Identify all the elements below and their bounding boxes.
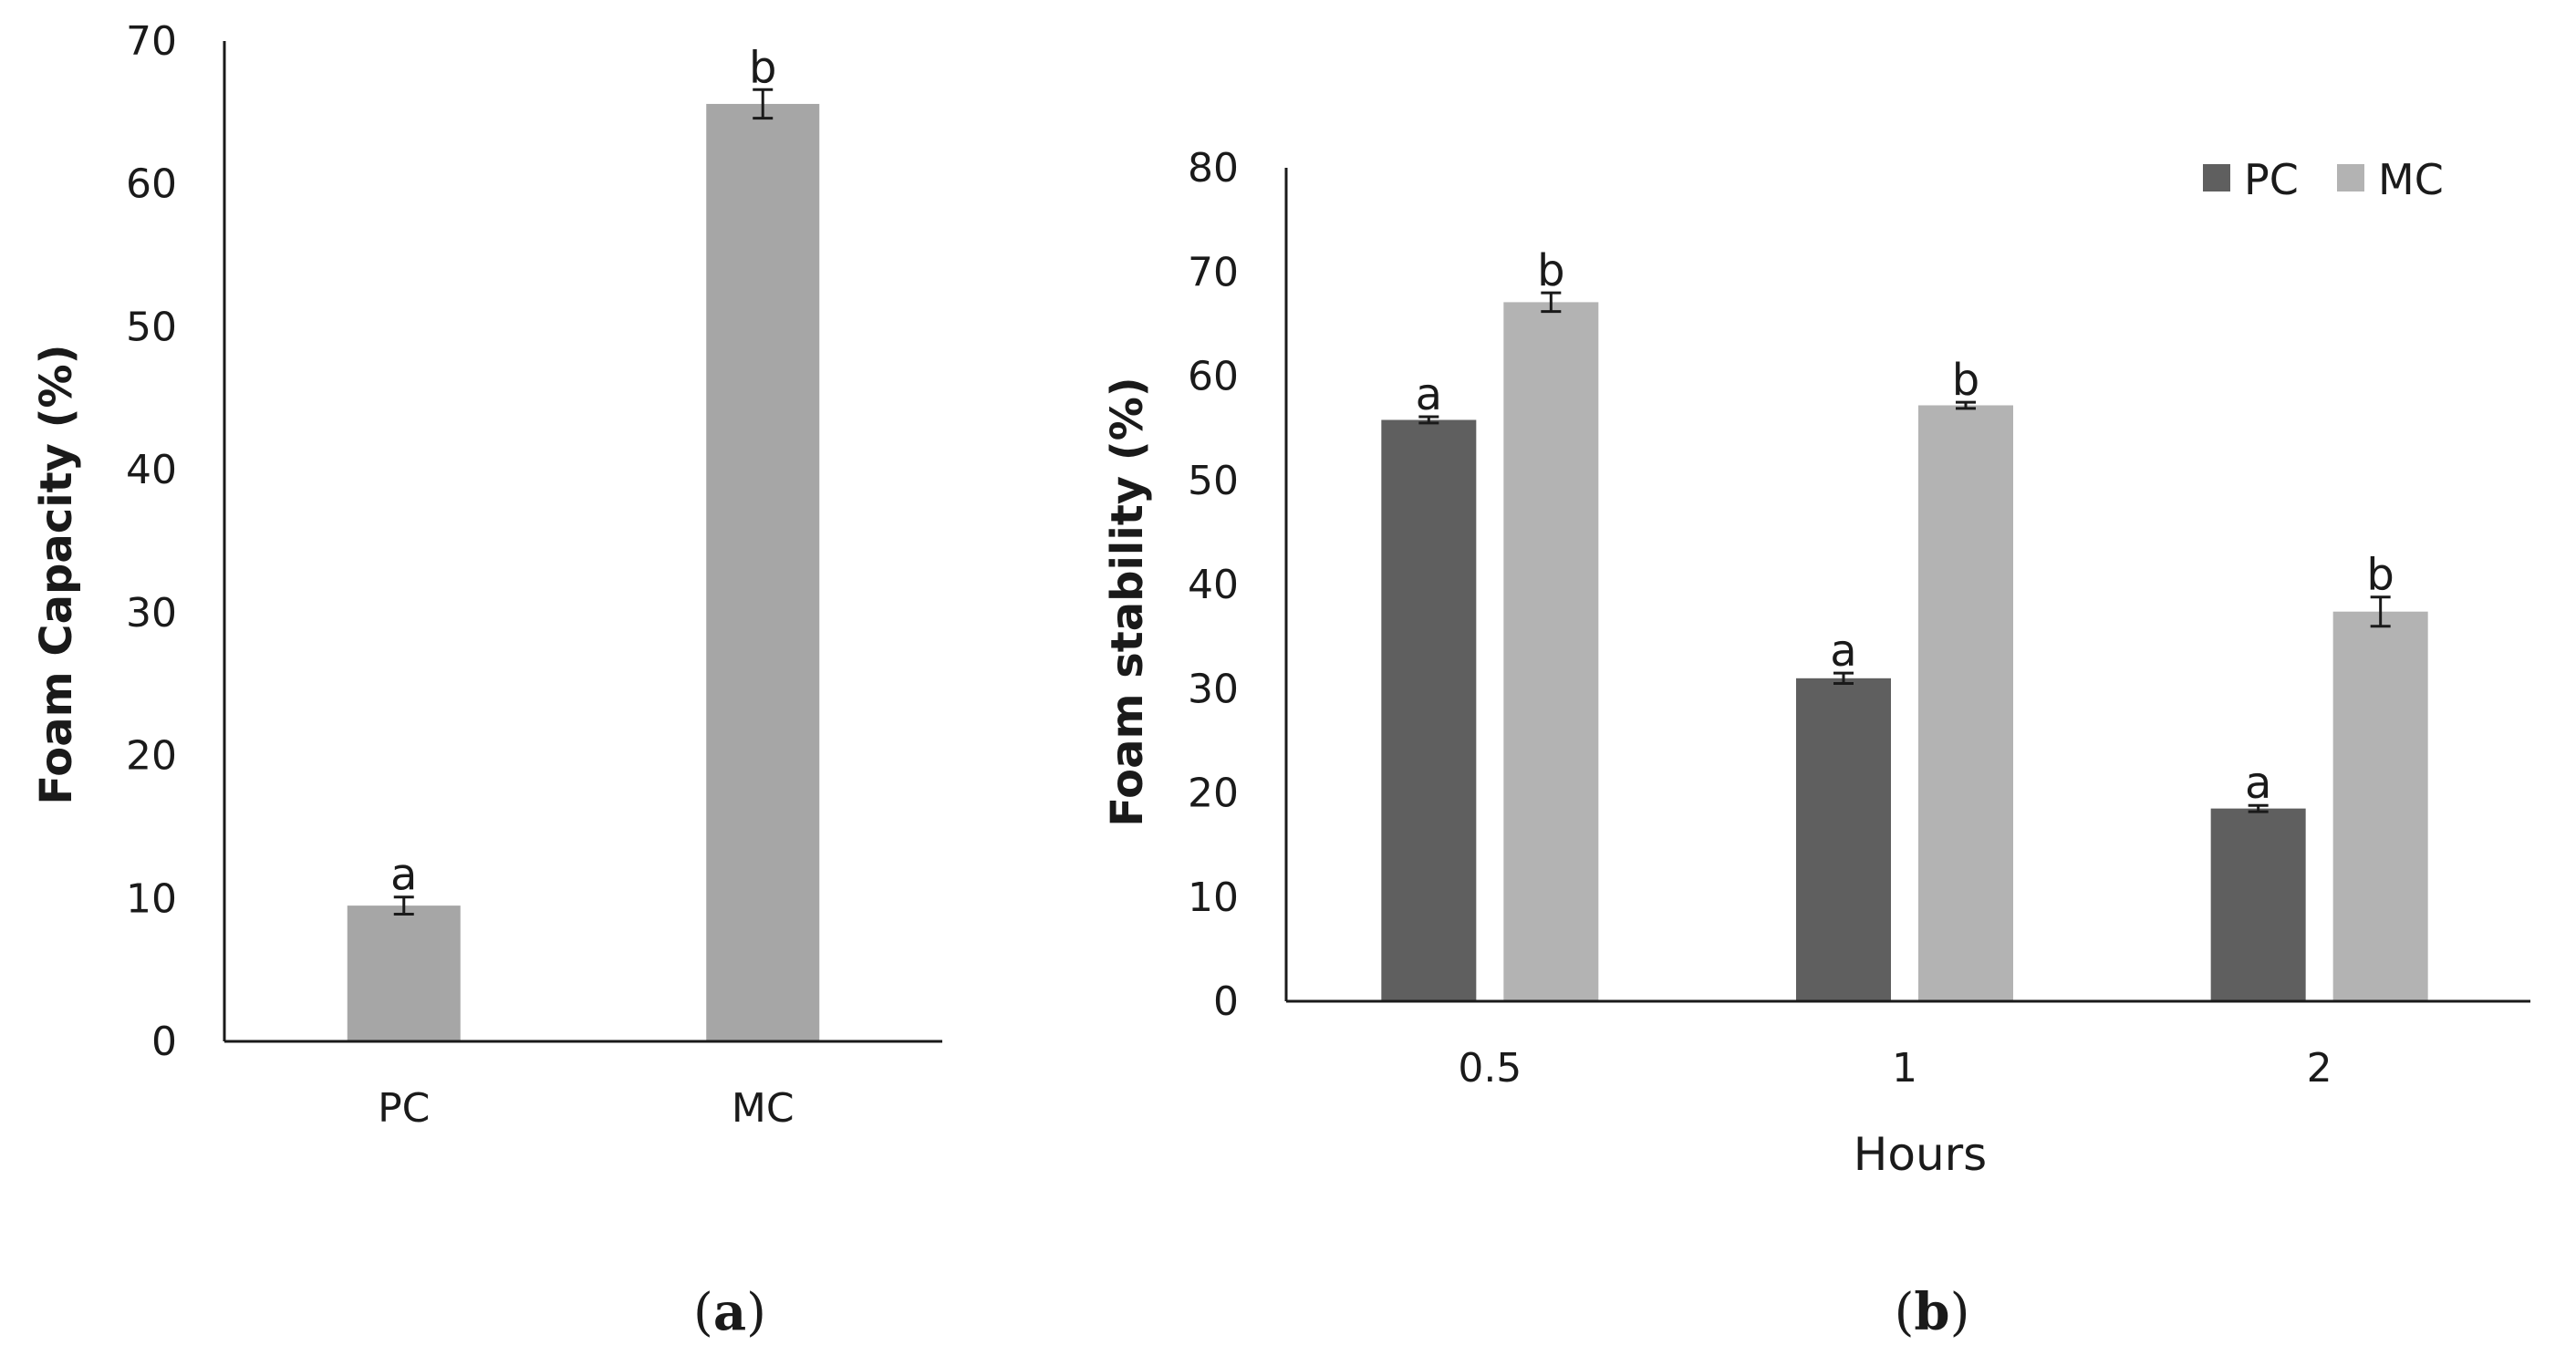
chart-a-bar-pc	[347, 905, 461, 1041]
chart-b-sig-label: b	[1952, 355, 1979, 406]
chart-a-ytick-label: 50	[126, 304, 177, 350]
chart-b-ytick-label: 30	[1188, 666, 1239, 712]
chart-b-ytick-label: 60	[1188, 354, 1239, 400]
foam-capacity-chart: Foam Capacity (%) 0 10 20 30 40 50 60 70 a b PC M…	[31, 18, 942, 1132]
panel-b-caption: (b)	[1895, 1282, 1970, 1342]
chart-a-ytick-label: 70	[126, 18, 177, 65]
chart-a-error-bar-pc	[393, 895, 414, 916]
chart-b-error-bar-mc-0_5	[1541, 291, 1562, 314]
chart-a-ytick-label: 20	[126, 733, 177, 780]
chart-b-bar-pc-2	[2210, 808, 2306, 1001]
legend: PC MC	[2203, 155, 2444, 204]
chart-b-ytick-label: 0	[1213, 978, 1239, 1025]
chart-b-xlabel: Hours	[1854, 1128, 1987, 1181]
chart-b-sig-label: a	[2245, 758, 2271, 809]
chart-a-error-bar-mc	[753, 88, 774, 120]
chart-a-bar-mc	[706, 103, 820, 1041]
chart-b-bar-pc-1	[1796, 678, 1891, 1001]
chart-a-xtick-label: PC	[378, 1085, 430, 1132]
chart-b-bar-mc-1	[1918, 405, 2013, 1001]
chart-b-sig-label: b	[1537, 245, 1564, 296]
chart-b-ytick-label: 20	[1188, 771, 1239, 817]
legend-swatch-pc	[2203, 164, 2230, 191]
chart-b-bar-mc-2	[2332, 611, 2428, 1001]
chart-a-ytick-label: 40	[126, 447, 177, 493]
chart-a-ytick-label: 30	[126, 590, 177, 636]
chart-b-ytick-label: 40	[1188, 562, 1239, 608]
chart-b-xtick-label: 2	[2307, 1045, 2332, 1092]
legend-swatch-mc	[2337, 164, 2364, 191]
panel-b-letter: b	[1914, 1282, 1949, 1342]
chart-b-bar-pc-0_5	[1381, 419, 1477, 1001]
panel-a-letter: a	[713, 1282, 746, 1342]
chart-b-error-bar-pc-1	[1833, 671, 1854, 686]
chart-a-ytick-label: 0	[151, 1019, 177, 1065]
panel-a-caption: (a)	[693, 1282, 766, 1342]
chart-b-bar-mc-0_5	[1503, 302, 1599, 1001]
chart-b-ytick-label: 50	[1188, 458, 1239, 504]
chart-b-error-bar-mc-1	[1956, 400, 1976, 410]
chart-b-xtick-label: 1	[1892, 1045, 1917, 1092]
chart-b-error-bar-pc-0_5	[1418, 415, 1439, 425]
chart-b-xtick-label: 0.5	[1458, 1045, 1522, 1092]
chart-b-error-bar-pc-2	[2248, 803, 2269, 813]
chart-b-sig-label: a	[1830, 626, 1856, 677]
chart-b-ytick-label: 80	[1188, 145, 1239, 191]
foam-stability-chart: Foam stability (%) 0 10 20 30 40 50 60 70 80 a b a…	[1102, 145, 2530, 1181]
chart-a-xtick-label: MC	[732, 1085, 795, 1132]
legend-label-pc: PC	[2244, 155, 2299, 204]
chart-b-ytick-label: 70	[1188, 249, 1239, 295]
chart-a-ytick-label: 10	[126, 875, 177, 922]
chart-b-sig-label: b	[2366, 550, 2394, 601]
chart-b-sig-label: a	[1416, 369, 1442, 420]
chart-a-sig-label: a	[390, 850, 417, 901]
chart-b-ylabel: Foam stability (%)	[1102, 377, 1153, 826]
chart-b-error-bar-mc-2	[2370, 595, 2391, 628]
chart-a-ylabel: Foam Capacity (%)	[31, 344, 82, 804]
chart-a-ytick-label: 60	[126, 161, 177, 208]
chart-b-ytick-label: 10	[1188, 874, 1239, 921]
legend-label-mc: MC	[2378, 155, 2444, 204]
chart-a-sig-label: b	[749, 42, 776, 93]
